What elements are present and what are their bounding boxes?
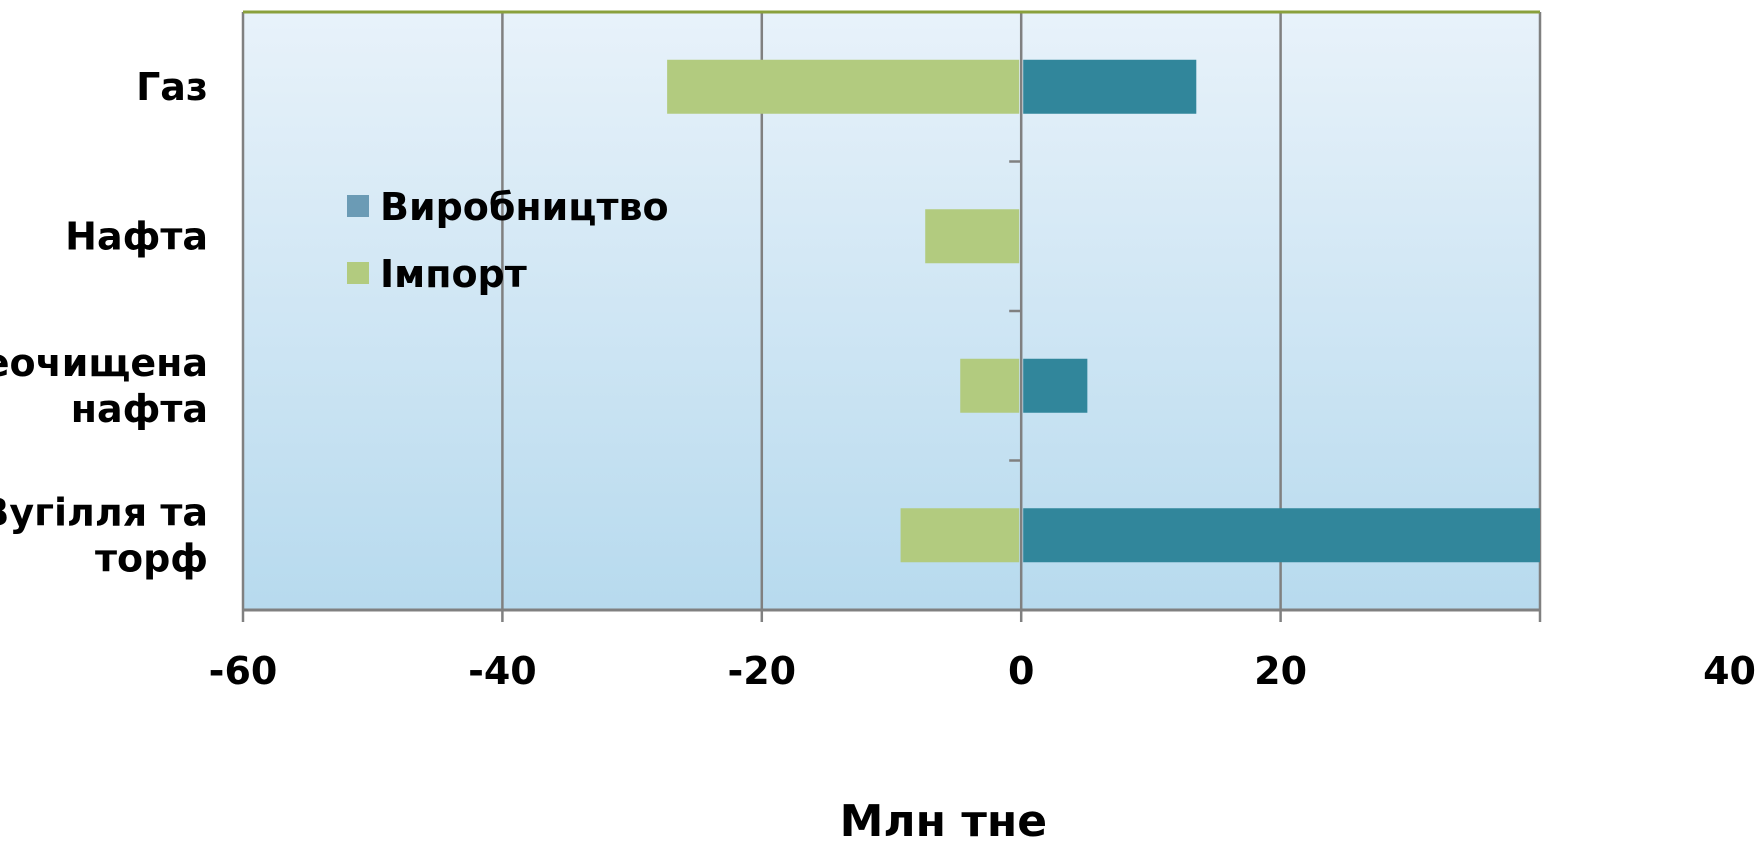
axes: [241, 10, 1542, 622]
legend-swatch: [347, 262, 369, 284]
bar-production: [1023, 508, 1540, 563]
bar-import: [960, 358, 1020, 413]
category-label: Газ: [136, 65, 208, 109]
x-tick-label: 0: [1008, 649, 1034, 693]
bars: [667, 59, 1540, 563]
x-tick-label: -20: [727, 649, 796, 693]
legend-label: Імпорт: [380, 252, 527, 296]
x-tick-label: -40: [468, 649, 537, 693]
x-tick-labels: -60 -40 -20 0 20 40: [209, 649, 1756, 693]
category-label: торф: [95, 536, 208, 580]
category-label: Неочищена: [0, 341, 208, 385]
category-label: Вугілля та: [0, 490, 208, 534]
legend-swatch: [347, 195, 369, 217]
legend: Виробництво Імпорт: [347, 185, 669, 296]
bar-import: [667, 59, 1020, 114]
legend-label: Виробництво: [380, 185, 669, 229]
x-tick-label: -60: [209, 649, 278, 693]
x-tick-label: 20: [1254, 649, 1307, 693]
category-label: нафта: [58, 387, 209, 431]
bar-production: [1023, 59, 1197, 114]
bar-import: [900, 508, 1020, 563]
bar-production: [1023, 358, 1088, 413]
x-axis-title: Млн тне: [840, 796, 1047, 842]
category-label: Нафта: [65, 214, 208, 258]
x-tick-label: 40: [1703, 649, 1756, 693]
bar-import: [925, 209, 1020, 264]
